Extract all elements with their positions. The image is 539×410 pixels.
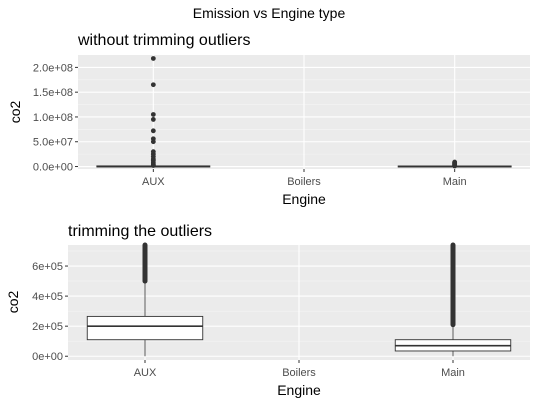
outlier-point — [452, 159, 458, 165]
outlier-point — [150, 56, 156, 61]
iqr-box — [86, 315, 204, 341]
x-tick-label: Boilers — [282, 367, 316, 379]
y-axis-label: co2 — [7, 101, 23, 124]
y-axis-ticks: 0e+00 2e+05 4e+05 6e+05 — [32, 261, 68, 363]
box-aux — [86, 242, 204, 357]
x-axis-label: Engine — [277, 382, 321, 398]
x-axis-label: Engine — [282, 191, 326, 207]
x-tick-label: AUX — [142, 176, 165, 188]
chart-title: without trimming outliers — [77, 32, 251, 49]
chart-panel-untrimmed: without trimming outliers 0.0e+00 5.0e+07… — [7, 32, 530, 207]
y-axis-label: co2 — [5, 291, 21, 314]
chart-title: trimming the outliers — [68, 223, 212, 240]
y-tick-label: 5.0e+07 — [33, 137, 73, 149]
outlier-point — [150, 82, 156, 88]
y-tick-label: 1.0e+08 — [33, 112, 73, 124]
y-tick-label: 6e+05 — [32, 261, 63, 273]
x-tick-label: AUX — [134, 367, 157, 379]
y-tick-label: 0e+00 — [32, 351, 63, 363]
outlier-point — [150, 128, 156, 134]
y-tick-label: 2.0e+08 — [33, 62, 73, 74]
x-tick-label: Main — [443, 176, 467, 188]
chart-panel-trimmed: trimming the outliers 0e+00 2e+05 4e+05 6e+… — [5, 223, 530, 398]
figure-title: Emission vs Engine type — [193, 5, 346, 21]
box-main — [397, 159, 512, 169]
boxplot-marks — [86, 242, 512, 357]
outlier-point — [150, 112, 156, 117]
outlier-point — [150, 136, 156, 142]
outlier-point — [150, 149, 156, 155]
y-tick-label: 1.5e+08 — [33, 87, 73, 99]
box-main — [394, 242, 512, 357]
y-tick-label: 0.0e+00 — [33, 162, 73, 174]
x-tick-label: Boilers — [287, 176, 321, 188]
x-axis-ticks: AUX Boilers Main — [142, 169, 467, 188]
y-axis-ticks: 0.0e+00 5.0e+07 1.0e+08 1.5e+08 2.0e+08 — [33, 62, 78, 174]
outlier-point — [150, 117, 156, 122]
box-aux — [96, 56, 211, 168]
boxplot-marks — [96, 56, 512, 169]
y-tick-label: 4e+05 — [32, 291, 63, 303]
gridlines — [78, 55, 530, 169]
y-tick-label: 2e+05 — [32, 321, 63, 333]
x-tick-label: Main — [441, 367, 465, 379]
x-axis-ticks: AUX Boilers Main — [134, 360, 465, 379]
